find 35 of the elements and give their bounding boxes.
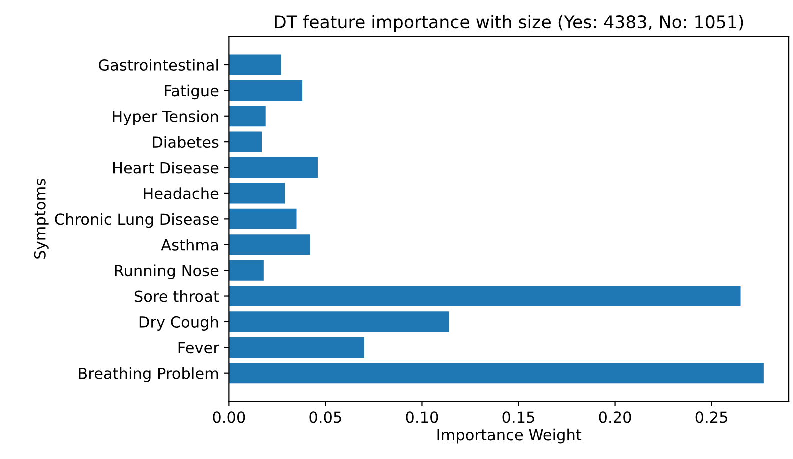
bar (229, 183, 286, 204)
y-tick-label: Hyper Tension (113, 110, 218, 126)
y-tick-label: Diabetes (153, 136, 219, 148)
y-tick-label: Headache (144, 188, 219, 200)
x-axis-title: Importance Weight (438, 428, 582, 444)
bar (229, 132, 262, 152)
y-tick-label: Running Nose (115, 264, 219, 280)
x-tick-label: 0.05 (310, 412, 342, 424)
bar (229, 208, 297, 230)
y-tick-label: Asthma (161, 239, 218, 251)
y-tick-label: Sore throat (134, 290, 220, 302)
y-tick-label: Heart Disease (113, 162, 219, 174)
y-tick-label: Dry Cough (140, 316, 218, 331)
bar (229, 363, 764, 384)
chart-title: DT feature importance with size (Yes: 4383, No: 1051) (275, 15, 744, 32)
x-tick-label: 0.15 (502, 412, 534, 424)
bar (229, 106, 266, 127)
bar (229, 158, 318, 178)
y-tick-label: Fever (178, 342, 220, 354)
x-tick-label: 0.25 (696, 412, 728, 424)
x-tick-label: 0.10 (406, 412, 438, 424)
y-axis-title: Symptoms (34, 179, 49, 259)
x-tick-label: 0.20 (599, 412, 632, 424)
x-tick-label: 0.00 (213, 412, 246, 424)
bar (229, 54, 282, 76)
bar (229, 260, 264, 281)
y-tick-label: Breathing Problem (79, 368, 218, 382)
bar (229, 234, 310, 256)
bar (229, 312, 450, 332)
y-tick-label: Chronic Lung Disease (55, 213, 219, 228)
bar (229, 337, 364, 358)
y-tick-label: Fatigue (165, 84, 219, 100)
y-tick-label: Gastrointestinal (99, 59, 218, 72)
bar (229, 286, 741, 307)
bar (229, 80, 303, 101)
